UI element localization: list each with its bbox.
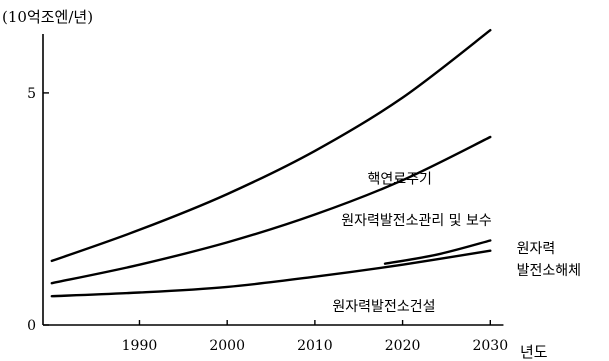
series-line-3 <box>383 239 492 265</box>
y-tick-label: 5 <box>27 86 36 102</box>
x-tick-label: 2020 <box>385 338 421 354</box>
x-axis-label: 년도 <box>520 343 548 361</box>
y-tick-label: 0 <box>27 318 36 334</box>
y-axis-label: (10억조엔/년) <box>2 8 93 26</box>
x-tick-label: 2030 <box>472 338 508 354</box>
series-line-1 <box>50 29 492 263</box>
series-label-3: 발전소해체 <box>517 263 581 279</box>
series-label-3: 원자력 <box>517 241 556 257</box>
series-label-2: 원자력발전소관리 및 보수 <box>341 213 492 229</box>
x-tick-label: 1990 <box>122 338 158 354</box>
series-line-4 <box>50 249 492 298</box>
x-tick-label: 2010 <box>297 338 333 354</box>
x-tick-label: 2000 <box>209 338 245 354</box>
series-label-1: 핵연료주기 <box>368 171 432 187</box>
series-label-4: 원자력발전소건설 <box>332 299 435 315</box>
series-lines <box>50 29 492 298</box>
series-line-2 <box>50 135 492 285</box>
axis-ticks: 1990 2000 2010 2020 2030 0 5 <box>27 86 508 354</box>
